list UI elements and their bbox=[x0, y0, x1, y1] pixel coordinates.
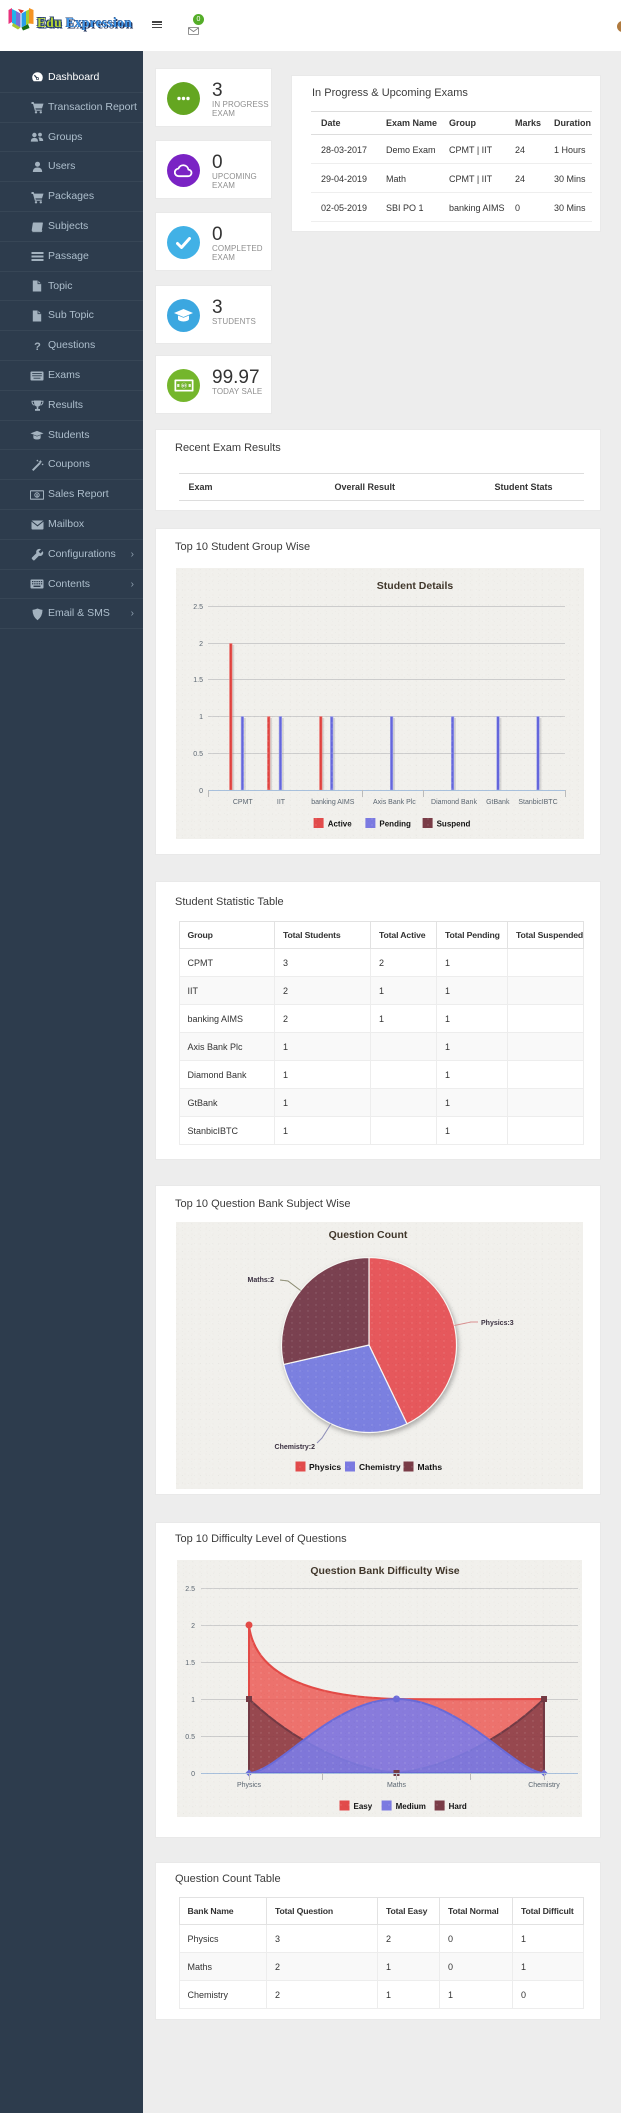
svg-text:$: $ bbox=[36, 493, 39, 498]
svg-text:2: 2 bbox=[199, 641, 203, 648]
svg-text:Physics:3: Physics:3 bbox=[481, 1320, 514, 1327]
svg-text:1: 1 bbox=[199, 714, 203, 721]
svg-text:Easy: Easy bbox=[354, 1802, 373, 1811]
svg-text:0.5: 0.5 bbox=[185, 1734, 195, 1741]
svg-text:?: ? bbox=[34, 341, 41, 352]
svg-text:IIT: IIT bbox=[277, 799, 286, 806]
svg-text:1.5: 1.5 bbox=[193, 677, 203, 684]
svg-text:Chemistry: Chemistry bbox=[528, 1782, 560, 1789]
svg-text:0.5: 0.5 bbox=[193, 751, 203, 758]
svg-text:Question Bank Difficulty Wise: Question Bank Difficulty Wise bbox=[310, 1565, 459, 1577]
svg-text:Physics: Physics bbox=[309, 1462, 341, 1472]
svg-text:Student Details: Student Details bbox=[377, 580, 454, 592]
svg-text:1: 1 bbox=[182, 384, 185, 390]
svg-text:banking AIMS: banking AIMS bbox=[311, 799, 355, 806]
svg-text:Pending: Pending bbox=[379, 820, 411, 829]
svg-text:Axis Bank Plc: Axis Bank Plc bbox=[373, 799, 416, 806]
svg-text:1.5: 1.5 bbox=[185, 1660, 195, 1667]
svg-text:Diamond Bank: Diamond Bank bbox=[431, 799, 477, 806]
svg-text:1: 1 bbox=[191, 1697, 195, 1704]
svg-text:2: 2 bbox=[191, 1623, 195, 1630]
svg-text:0: 0 bbox=[191, 1771, 195, 1778]
svg-text:StanbicIBTC: StanbicIBTC bbox=[518, 799, 557, 806]
svg-text:Hard: Hard bbox=[449, 1802, 467, 1811]
svg-text:Question Count: Question Count bbox=[329, 1229, 408, 1241]
svg-text:Maths:2: Maths:2 bbox=[248, 1277, 275, 1284]
svg-text:Maths: Maths bbox=[418, 1462, 443, 1472]
svg-text:Maths: Maths bbox=[387, 1782, 407, 1789]
svg-text:Chemistry:2: Chemistry:2 bbox=[275, 1444, 316, 1451]
svg-text:Medium: Medium bbox=[396, 1802, 426, 1811]
svg-text:Physics: Physics bbox=[237, 1782, 262, 1789]
svg-text:0: 0 bbox=[199, 788, 203, 795]
svg-text:GtBank: GtBank bbox=[486, 799, 510, 806]
svg-text:Active: Active bbox=[328, 820, 353, 829]
svg-text:CPMT: CPMT bbox=[233, 799, 254, 806]
svg-text:2.5: 2.5 bbox=[193, 604, 203, 611]
svg-text:2.5: 2.5 bbox=[185, 1586, 195, 1593]
svg-text:Chemistry: Chemistry bbox=[359, 1462, 401, 1472]
svg-text:Suspend: Suspend bbox=[437, 820, 471, 829]
